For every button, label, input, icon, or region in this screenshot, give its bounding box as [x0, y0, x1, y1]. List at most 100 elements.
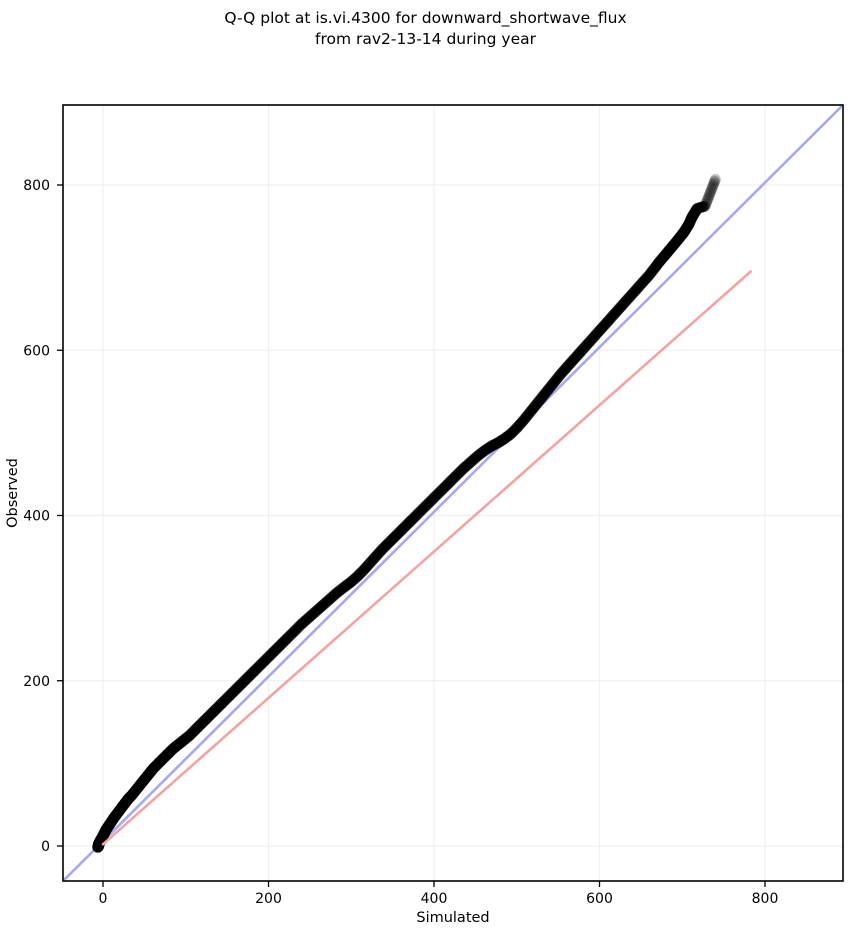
scatter-point [607, 309, 619, 321]
scatter-point [340, 580, 352, 592]
scatter-point [159, 750, 171, 762]
scatter-point [293, 621, 305, 633]
scatter-point [652, 258, 664, 270]
scatter-point [129, 785, 141, 797]
scatter-point [537, 390, 549, 402]
scatter-point [631, 283, 643, 295]
scatter-point [478, 445, 489, 457]
scatter-point [437, 483, 449, 495]
scatter-point [526, 404, 538, 416]
scatter-point [177, 735, 189, 747]
scatter-point [137, 775, 149, 787]
scatter-point [280, 634, 292, 646]
scatter-point [636, 277, 648, 289]
scatter-point [650, 260, 662, 272]
scatter-point [185, 729, 197, 741]
scatter-point [243, 670, 255, 682]
scatter-point [96, 832, 108, 844]
scatter-point [359, 563, 371, 575]
scatter-point [682, 220, 694, 232]
scatter-point [163, 746, 175, 758]
scatter-point [92, 839, 104, 851]
scatter-point [686, 211, 698, 223]
scatter-point [220, 693, 232, 705]
scatter-point [103, 820, 115, 832]
scatter-point [696, 201, 708, 213]
scatter-point [699, 200, 711, 212]
scatter-point [93, 838, 105, 850]
scatter-point [487, 440, 499, 452]
scatter-point [379, 541, 391, 553]
scatter-point [382, 537, 394, 549]
scatter-point [539, 388, 551, 400]
scatter-point [681, 221, 693, 233]
scatter-point [576, 345, 588, 357]
scatter-point [465, 456, 477, 468]
scatter-point [229, 685, 241, 697]
scatter-point [446, 474, 458, 486]
scatter-point [92, 839, 104, 851]
scatter-point [553, 371, 565, 383]
scatter-point [211, 703, 223, 715]
scatter-point [111, 808, 123, 820]
scatter-point [150, 760, 162, 772]
scatter-point [582, 337, 594, 349]
scatter-point [488, 439, 500, 451]
scatter-point [109, 811, 121, 823]
scatter-point [140, 772, 152, 784]
scatter-point [662, 245, 674, 257]
scatter-point [572, 349, 584, 361]
scatter-point [615, 301, 627, 313]
scatter-point [147, 763, 159, 775]
scatter-point [301, 613, 313, 625]
scatter-point [671, 235, 683, 247]
scatter-point [341, 579, 353, 591]
scatter-point [652, 257, 664, 269]
scatter-point [522, 409, 534, 421]
scatter-point [96, 832, 108, 844]
scatter-point [345, 576, 357, 588]
scatter-point [332, 586, 344, 598]
scatter-point [297, 617, 309, 629]
scatter-point [112, 806, 124, 818]
scatter-point [341, 579, 353, 591]
scatter-point [93, 837, 105, 849]
scatter-point [211, 702, 223, 714]
scatter-point [427, 493, 439, 505]
scatter-point [394, 526, 406, 538]
scatter-point [246, 668, 258, 680]
scatter-point [169, 741, 181, 753]
scatter-point [241, 672, 253, 684]
scatter-point [414, 506, 426, 518]
scatter-point [536, 392, 548, 404]
scatter-point [264, 650, 276, 662]
scatter-point [150, 760, 162, 772]
scatter-point [228, 686, 240, 698]
scatter-point [92, 840, 104, 852]
scatter-point [119, 798, 131, 810]
scatter-point [199, 714, 211, 726]
scatter-point [514, 419, 526, 431]
scatter-point [320, 596, 332, 608]
scatter-point [189, 725, 201, 736]
scatter-point [383, 537, 395, 549]
scatter-point [97, 830, 109, 842]
scatter-point [687, 209, 699, 221]
scatter-point [700, 198, 712, 210]
scatter-point [114, 804, 126, 816]
scatter-point [459, 461, 471, 473]
scatter-point [175, 736, 187, 748]
scatter-point [444, 476, 456, 488]
scatter-point [174, 737, 186, 749]
scatter-point [423, 497, 435, 509]
scatter-point [303, 612, 315, 624]
scatter-point [440, 480, 452, 492]
scatter-point [165, 745, 177, 757]
scatter-point [250, 663, 262, 675]
scatter-point [102, 820, 114, 832]
scatter-point [324, 593, 336, 605]
scatter-point [483, 442, 495, 454]
scatter-point [204, 709, 216, 721]
scatter-point [429, 490, 441, 502]
scatter-point [173, 738, 185, 750]
